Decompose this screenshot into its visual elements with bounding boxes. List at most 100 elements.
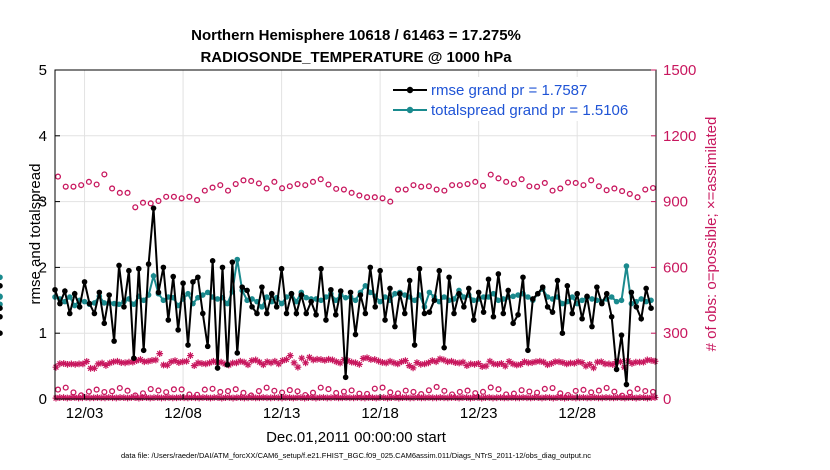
assimilated-point-low <box>184 394 192 402</box>
y2-tick-label: 300 <box>663 325 688 342</box>
rmse-point <box>86 300 93 307</box>
assimilated-point <box>329 356 336 364</box>
assimilated-point <box>110 358 117 366</box>
assimilated-point-low <box>500 394 508 402</box>
y-tick-label: 5 <box>39 62 47 79</box>
totalspread-point <box>318 297 324 304</box>
possible-point <box>116 189 123 196</box>
assimilated-point <box>171 357 179 365</box>
assimilated-point <box>244 361 252 369</box>
rmse-point <box>0 305 3 311</box>
assimilated-point-low <box>369 394 376 402</box>
rmse-point <box>165 317 172 323</box>
assimilated-point <box>79 360 87 368</box>
assimilated-point-low <box>572 394 580 402</box>
rmse-point <box>313 311 319 318</box>
assimilated-point-low <box>289 394 297 402</box>
assimilated-point <box>98 359 106 367</box>
assimilated-point <box>56 360 64 368</box>
assimilated-point-low <box>402 394 410 401</box>
assimilated-point <box>210 357 217 365</box>
rmse-point <box>116 262 122 269</box>
assimilated-point <box>647 356 655 364</box>
assimilated-point <box>156 350 164 357</box>
assimilated-point <box>478 363 486 370</box>
rmse-point <box>170 273 177 280</box>
plot-area <box>0 171 659 402</box>
assimilated-point-low <box>282 394 290 401</box>
y2-tick-label: 0 <box>663 391 671 408</box>
assimilated-point <box>229 359 237 367</box>
assimilated-point <box>309 356 317 364</box>
assimilated-point <box>160 361 167 369</box>
totalspread-point <box>0 274 3 281</box>
possible-point-low <box>309 389 317 396</box>
rmse-point <box>446 274 452 281</box>
rmse-point <box>564 283 571 289</box>
totalspread-point <box>71 302 78 309</box>
rmse-point <box>431 297 438 304</box>
assimilated-point <box>563 360 571 368</box>
assimilated-point <box>486 357 494 365</box>
possible-point <box>224 187 232 194</box>
assimilated-point-low <box>391 394 399 401</box>
possible-point-low <box>394 390 402 397</box>
assimilated-point <box>90 364 98 372</box>
totalspread-point <box>490 290 497 297</box>
possible-point-low <box>209 385 216 392</box>
rmse-point <box>608 313 615 320</box>
possible-point <box>85 178 92 185</box>
rmse-point <box>0 330 3 336</box>
assimilated-point <box>125 358 133 366</box>
assimilated-point <box>636 358 644 366</box>
assimilated-point <box>640 358 647 366</box>
assimilated-point <box>106 359 114 367</box>
assimilated-point-low <box>515 394 523 402</box>
possible-point <box>518 176 525 183</box>
assimilated-point-low <box>587 394 595 402</box>
possible-point <box>580 182 587 189</box>
possible-point <box>495 175 502 182</box>
assimilated-point <box>559 359 567 366</box>
assimilated-point-low <box>52 394 60 402</box>
possible-point <box>402 186 409 193</box>
possible-point-low <box>109 388 116 395</box>
rmse-point <box>367 264 374 271</box>
possible-point-low <box>634 385 641 392</box>
totalspread-point <box>613 298 620 305</box>
rmse-point <box>175 327 181 333</box>
assimilated-point-low <box>233 394 241 402</box>
assimilated-point-low <box>617 394 625 402</box>
rmse-point <box>470 317 477 323</box>
possible-point-low <box>518 387 525 394</box>
rmse-point <box>603 290 610 297</box>
totalspread-point <box>559 300 566 307</box>
assimilated-point <box>67 360 75 368</box>
assimilated-point-low <box>214 394 222 401</box>
assimilated-point-low <box>549 394 557 402</box>
legend-spread-marker <box>406 106 414 114</box>
possible-point <box>433 186 440 193</box>
assimilated-point <box>317 356 325 363</box>
totalspread-point <box>101 300 108 306</box>
possible-point <box>333 185 340 192</box>
chart-subtitle: RADIOSONDE_TEMPERATURE @ 1000 hPa <box>200 49 512 66</box>
assimilated-point-low <box>625 394 633 401</box>
possible-point <box>564 179 572 186</box>
assimilated-point-low <box>338 394 346 402</box>
assimilated-point-low <box>561 394 568 402</box>
rmse-point <box>254 310 260 317</box>
possible-point <box>603 187 610 194</box>
possible-point-low <box>163 389 170 396</box>
assimilated-point <box>590 364 597 372</box>
possible-point <box>240 177 247 184</box>
totalspread-point <box>618 297 625 304</box>
rmse-point <box>569 310 576 317</box>
totalspread-point <box>569 294 576 300</box>
possible-point <box>309 178 317 185</box>
y-tick-label: 2 <box>39 259 47 276</box>
possible-point-low <box>294 388 301 395</box>
assimilated-point <box>643 356 651 364</box>
possible-point-low <box>232 386 239 393</box>
totalspread-point <box>66 294 73 300</box>
